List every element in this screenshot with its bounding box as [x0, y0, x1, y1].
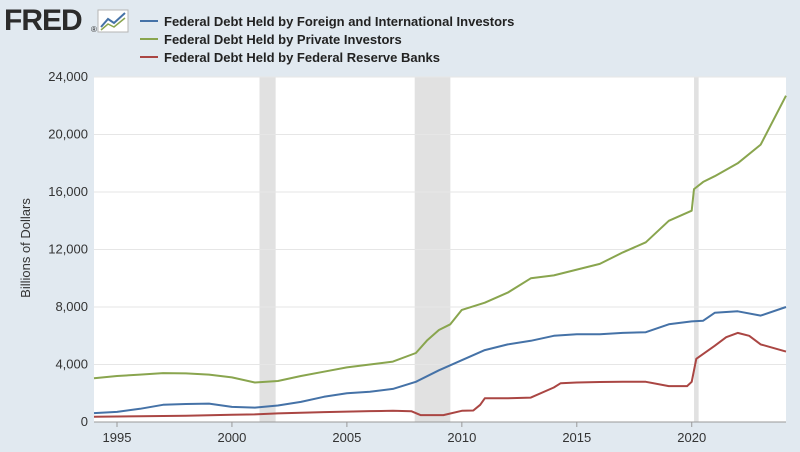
y-tick-label: 12,000 [48, 242, 88, 257]
x-tick-label: 2000 [217, 430, 246, 445]
x-tick-label: 2010 [447, 430, 476, 445]
legend-item[interactable]: Federal Debt Held by Foreign and Interna… [140, 12, 514, 30]
series-lines [93, 95, 787, 418]
legend-swatch [140, 20, 158, 22]
x-tick-label: 2020 [677, 430, 706, 445]
y-tick-label: 24,000 [48, 69, 88, 84]
legend-item[interactable]: Federal Debt Held by Private Investors [140, 30, 514, 48]
y-tick-label: 20,000 [48, 127, 88, 142]
gridlines [94, 76, 786, 365]
registered-mark: ® [91, 25, 97, 34]
axes: 0 4,000 8,000 12,000 16,000 20,000 24,000 1995 2… [48, 69, 786, 445]
legend-label: Federal Debt Held by Foreign and Interna… [164, 13, 515, 29]
legend-swatch [140, 38, 158, 40]
legend-label: Federal Debt Held by Private Investors [164, 31, 402, 47]
x-tick-label: 2005 [332, 430, 361, 445]
y-tick-label: 4,000 [55, 357, 88, 372]
y-tick-label: 8,000 [55, 299, 88, 314]
x-tick-label: 1995 [103, 430, 132, 445]
series-line-0 [93, 306, 787, 415]
fred-logo[interactable]: FRED ® [2, 2, 132, 36]
x-tick-label: 2015 [562, 430, 591, 445]
legend: Federal Debt Held by Foreign and Interna… [140, 12, 514, 66]
legend-item[interactable]: Federal Debt Held by Federal Reserve Ban… [140, 48, 514, 66]
y-tick-label: 0 [81, 414, 88, 429]
chart-line-icon [97, 9, 129, 33]
legend-swatch [140, 56, 158, 58]
series-line-1 [93, 95, 787, 384]
logo-text: FRED [4, 4, 82, 36]
legend-label: Federal Debt Held by Federal Reserve Ban… [164, 49, 441, 65]
series-line-2 [93, 331, 787, 418]
y-tick-label: 16,000 [48, 184, 88, 199]
y-axis-label: Billions of Dollars [18, 198, 33, 298]
